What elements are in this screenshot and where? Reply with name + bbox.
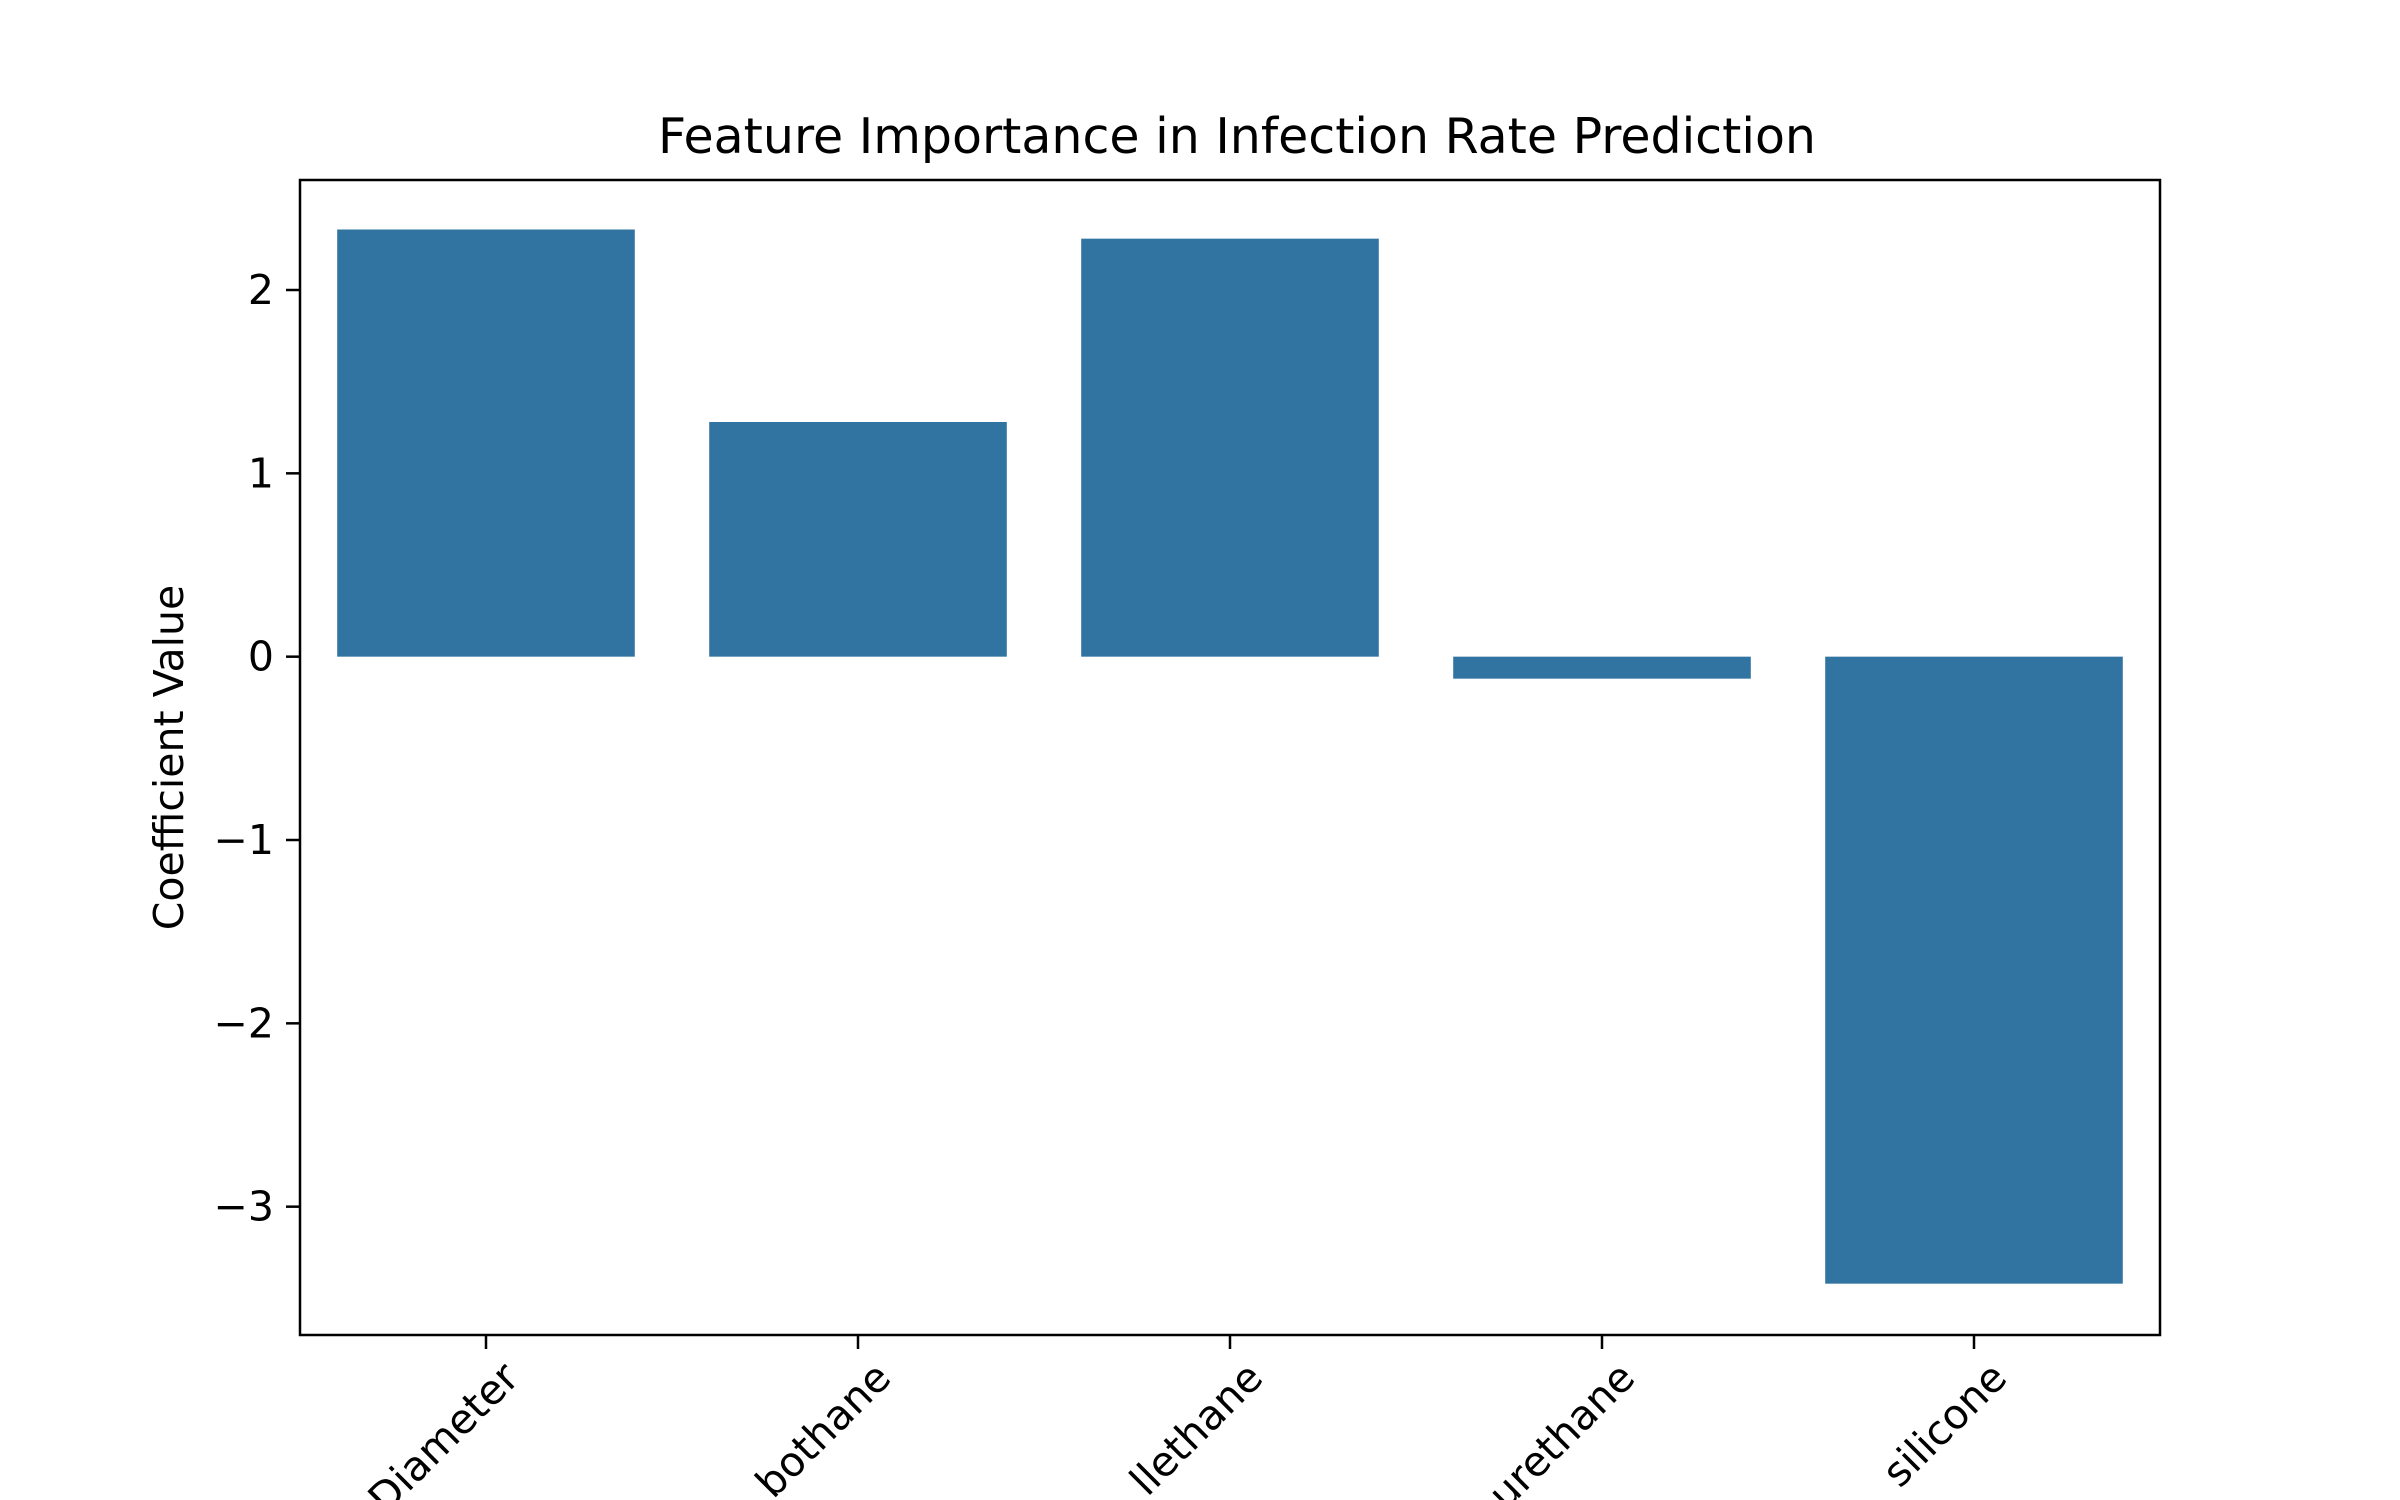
bar-1 — [337, 229, 635, 657]
y-axis-title: Coefficient Value — [145, 585, 193, 930]
bars-group — [337, 229, 2123, 1284]
bar-5 — [1825, 656, 2123, 1284]
y-tick-label-2: 1 — [248, 449, 274, 497]
bar-3 — [1081, 238, 1379, 657]
y-tick-label-4: −1 — [214, 816, 274, 864]
chart-title: Feature Importance in Infection Rate Pre… — [658, 108, 1816, 165]
plot-frame — [298, 178, 2162, 1337]
x-tick-label-4: urethane — [1479, 1353, 1644, 1500]
x-tick-label-1: Diameter — [359, 1353, 528, 1500]
y-axis: 2 1 0 −1 −2 −3 — [214, 266, 300, 1231]
y-tick-label-3: 0 — [248, 633, 274, 681]
y-tick-label-6: −3 — [214, 1183, 274, 1231]
bar-4 — [1453, 656, 1751, 679]
x-tick-label-5: silicone — [1873, 1353, 2016, 1496]
x-axis: Diameter bothane llethane urethane silicone — [359, 1335, 2016, 1500]
x-tick-label-2: bothane — [746, 1353, 900, 1500]
y-tick-label-1: 2 — [248, 266, 274, 314]
bar-2 — [709, 422, 1007, 657]
y-tick-label-5: −2 — [214, 999, 274, 1047]
x-tick-label-3: llethane — [1120, 1353, 1272, 1500]
